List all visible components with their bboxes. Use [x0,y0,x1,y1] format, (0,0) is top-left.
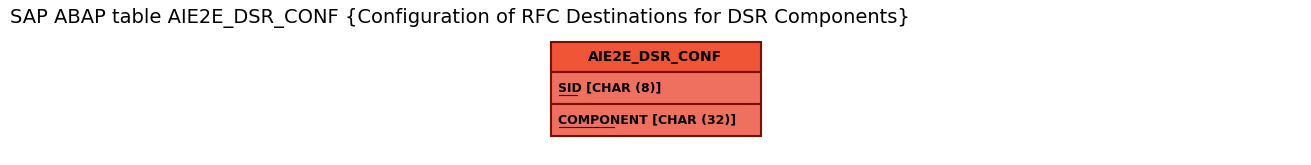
Text: SAP ABAP table AIE2E_DSR_CONF {Configuration of RFC Destinations for DSR Compone: SAP ABAP table AIE2E_DSR_CONF {Configura… [10,8,910,28]
Text: AIE2E_DSR_CONF: AIE2E_DSR_CONF [589,50,722,64]
Bar [551,104,760,136]
Text: COMPONENT [CHAR (32)]: COMPONENT [CHAR (32)] [558,114,737,127]
Text: SID [CHAR (8)]: SID [CHAR (8)] [558,82,662,95]
Bar [551,72,760,104]
Bar [551,42,760,72]
